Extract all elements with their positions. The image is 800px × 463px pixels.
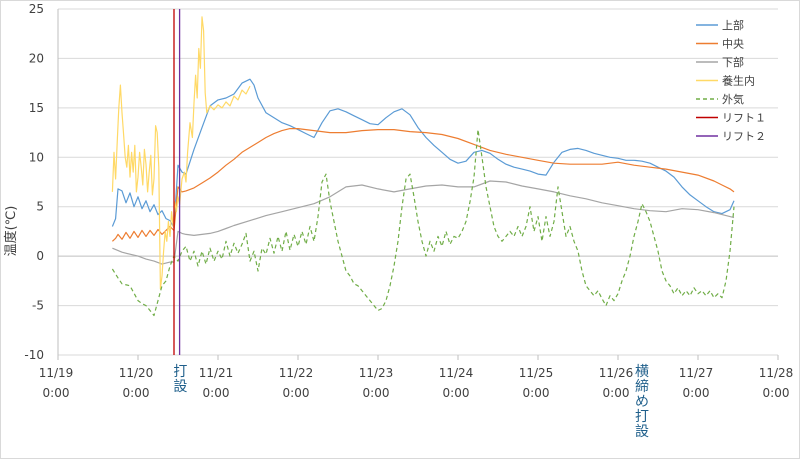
annotation-char: め <box>635 394 649 410</box>
legend-label-1: 中央 <box>722 38 744 51</box>
annotation-char: 打 <box>635 408 649 425</box>
annotation-1: 横締め打設 <box>635 364 649 440</box>
x-tick-time-0: 0:00 <box>43 386 70 400</box>
x-tick-time-7: 0:00 <box>603 386 630 400</box>
annotation-char: 横 <box>635 364 649 380</box>
legend-label-0: 上部 <box>722 18 744 32</box>
x-tick-date-1: 11/20 <box>119 366 154 380</box>
x-tick-date-0: 11/19 <box>39 366 74 380</box>
legend-label-5: リフト１ <box>722 112 766 125</box>
series-lines <box>111 16 735 317</box>
y-tick-label-5: 15 <box>29 101 44 115</box>
x-tick-date-2: 11/21 <box>199 366 234 380</box>
x-tick-label-3: 11/22 0:00 <box>279 366 314 400</box>
legend-label-6: リフト２ <box>722 130 766 143</box>
y-tick-label-0: -10 <box>24 348 44 362</box>
x-tick-label-8: 11/27 0:00 <box>679 366 714 400</box>
x-tick-date-8: 11/27 <box>679 366 714 380</box>
x-tick-time-5: 0:00 <box>443 386 470 400</box>
y-tick-label-6: 20 <box>29 51 44 65</box>
x-tick-time-6: 0:00 <box>523 386 550 400</box>
series-line-3 <box>111 16 251 290</box>
x-tick-date-6: 11/25 <box>519 366 554 380</box>
x-tick-label-6: 11/25 0:00 <box>519 366 554 400</box>
x-tick-time-2: 0:00 <box>203 386 230 400</box>
legend-label-4: 外気 <box>722 92 744 106</box>
x-tick-label-5: 11/24 0:00 <box>439 366 474 400</box>
x-tick-date-7: 11/26 <box>599 366 634 380</box>
grid-lines <box>57 8 779 360</box>
annotation-char: 設 <box>173 379 187 395</box>
legend-label-3: 養生内 <box>722 74 755 88</box>
x-tick-date-9: 11/28 <box>759 366 794 380</box>
x-tick-label-4: 11/23 0:00 <box>359 366 394 400</box>
y-tick-label-3: 5 <box>36 200 44 214</box>
annotation-0: 打設 <box>173 363 187 395</box>
y-tick-label-1: -5 <box>32 299 44 313</box>
x-tick-label-7: 11/26 0:00 <box>599 366 634 400</box>
x-tick-time-3: 0:00 <box>283 386 310 400</box>
x-tick-label-1: 11/20 0:00 <box>119 366 154 400</box>
x-tick-label-0: 11/19 0:00 <box>39 366 74 400</box>
series-line-1 <box>111 128 735 242</box>
y-tick-label-7: 25 <box>29 2 44 16</box>
legend-label-2: 下部 <box>722 55 744 69</box>
x-tick-time-9: 0:00 <box>763 386 790 400</box>
y-axis-label: 温度(℃) <box>3 206 19 257</box>
x-tick-date-4: 11/23 <box>359 366 394 380</box>
series-line-4 <box>111 129 735 317</box>
annotation-char: 締 <box>635 378 649 395</box>
x-tick-time-8: 0:00 <box>683 386 710 400</box>
y-tick-labels: -10 -5 0 5 10 15 20 25 <box>24 2 44 362</box>
x-tick-label-9: 11/28 0:00 <box>759 366 794 400</box>
y-tick-label-2: 0 <box>36 249 44 263</box>
series-line-0 <box>111 78 735 229</box>
x-tick-date-5: 11/24 <box>439 366 474 380</box>
x-tick-time-1: 0:00 <box>123 386 150 400</box>
annotation-char: 設 <box>635 424 649 440</box>
x-tick-time-4: 0:00 <box>363 386 390 400</box>
annotation-char: 打 <box>173 363 187 380</box>
y-tick-label-4: 10 <box>29 150 44 164</box>
x-tick-date-3: 11/22 <box>279 366 314 380</box>
x-tick-label-2: 11/21 0:00 <box>199 366 234 400</box>
lift-markers <box>173 9 181 355</box>
